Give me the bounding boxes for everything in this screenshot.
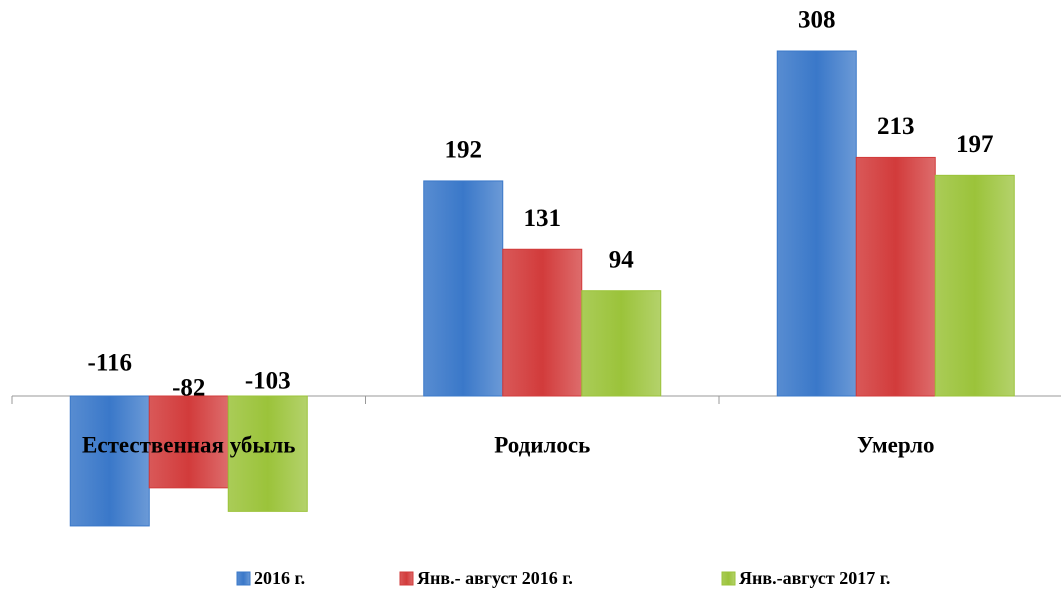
- data-label: -116: [88, 350, 132, 377]
- bar: [69, 395, 150, 527]
- legend-label: Янв.- август 2016 г.: [417, 568, 573, 588]
- bar: [148, 395, 229, 489]
- data-label: -103: [245, 368, 291, 395]
- data-label: -82: [172, 375, 205, 402]
- data-label: 94: [609, 246, 635, 273]
- data-label: 192: [445, 137, 483, 164]
- data-label: 197: [956, 131, 994, 158]
- x-tick-label: Естественная убыль: [82, 432, 295, 457]
- legend-swatch: [236, 571, 251, 586]
- data-label: 308: [798, 7, 836, 34]
- x-tick-label: Умерло: [857, 432, 935, 457]
- bar: [502, 248, 583, 397]
- bar: [776, 50, 857, 397]
- bar: [227, 395, 308, 512]
- legend-label: Янв.-август 2017 г.: [739, 568, 890, 588]
- bar: [423, 180, 504, 397]
- data-label: 213: [877, 113, 915, 140]
- legend-swatch: [399, 571, 414, 586]
- legend-label: 2016 г.: [254, 568, 305, 588]
- bar: [855, 156, 936, 397]
- bar: [581, 290, 662, 397]
- bar: [934, 174, 1015, 397]
- data-label: 131: [524, 205, 562, 232]
- legend-swatch: [721, 571, 736, 586]
- x-tick-label: Родилось: [494, 432, 590, 457]
